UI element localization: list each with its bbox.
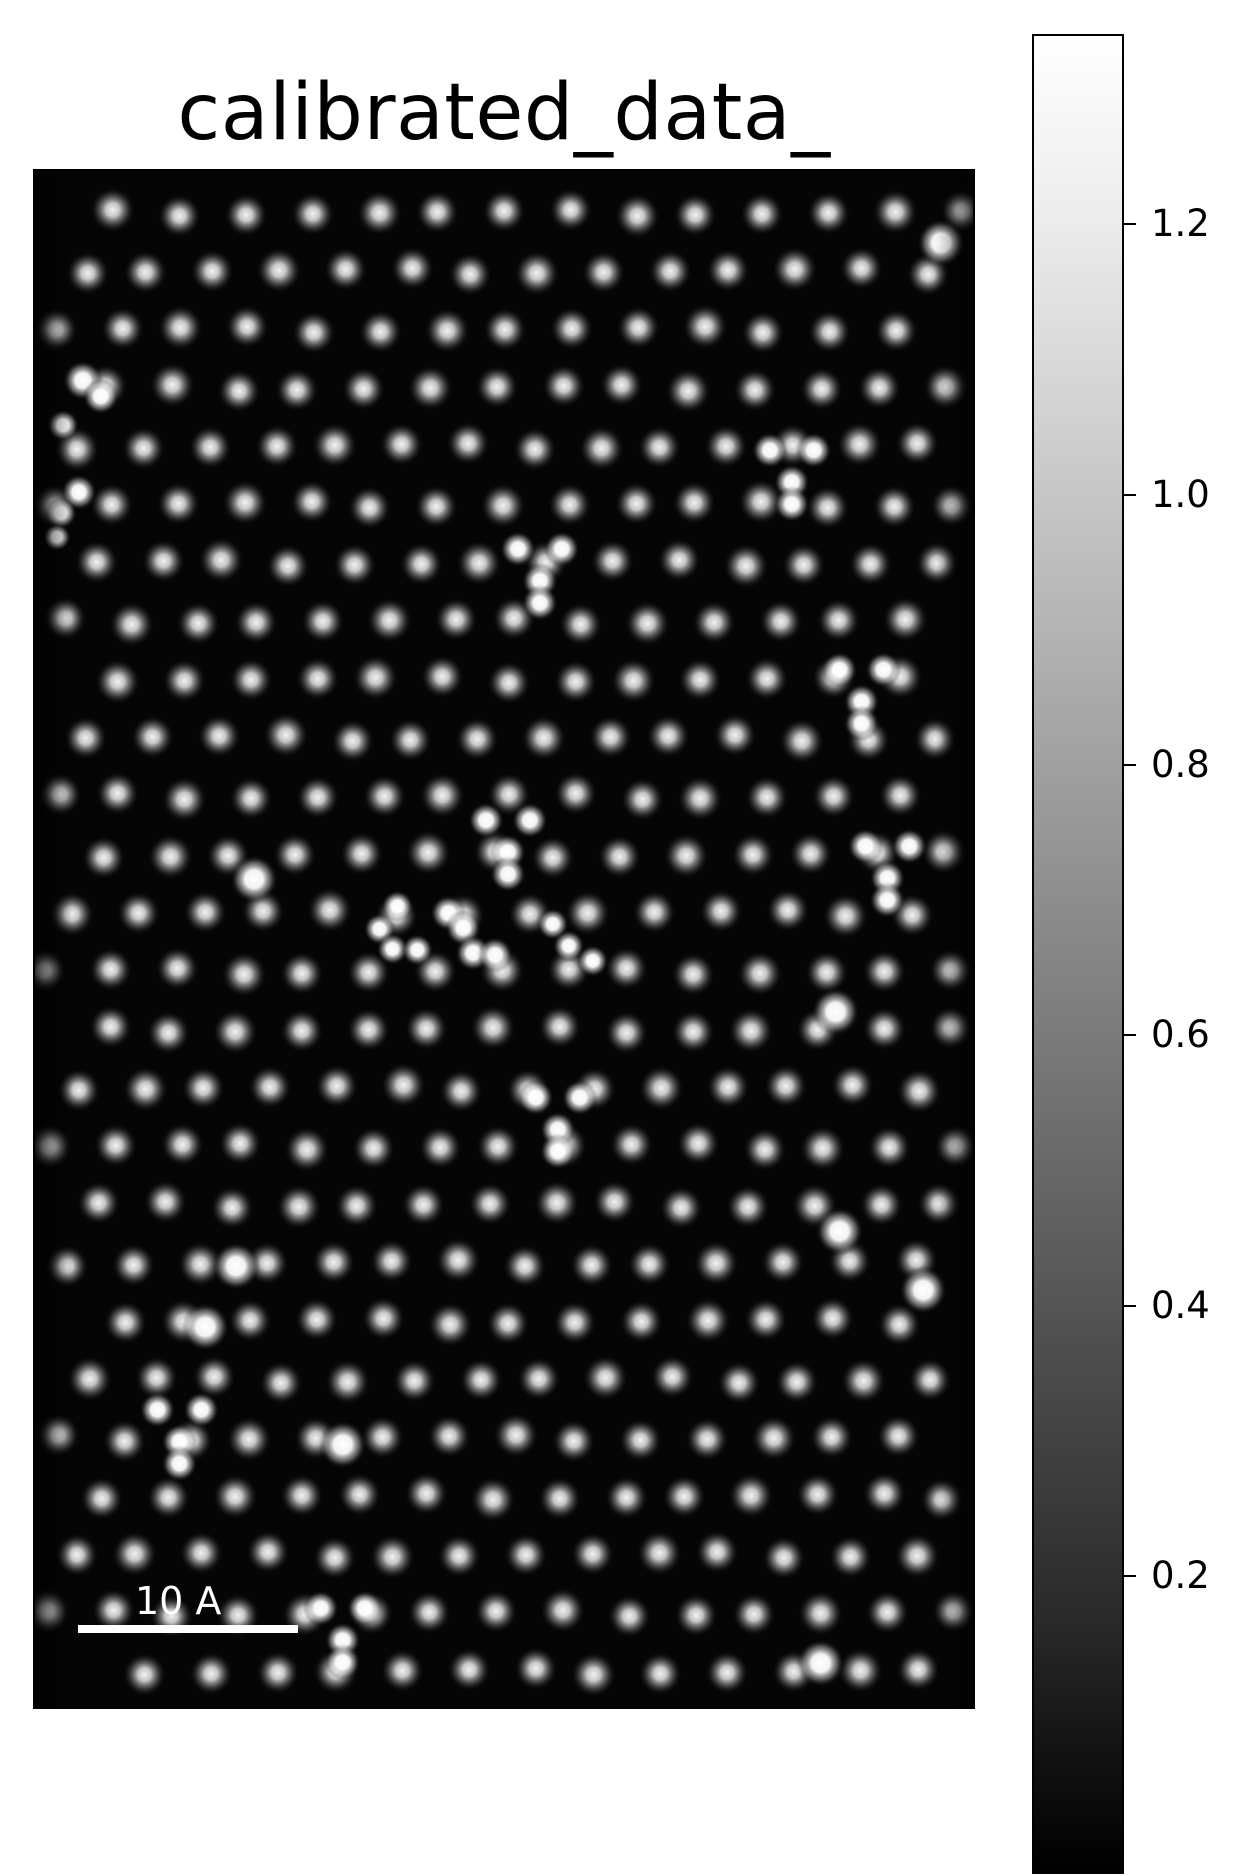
colorbar-tick-0-8: [1124, 764, 1136, 766]
colorbar-tick-1-2: [1124, 223, 1136, 225]
colorbar-tick-label-0-6: 0.6: [1151, 1013, 1210, 1056]
colorbar-tick-label-0-8: 0.8: [1151, 743, 1210, 786]
colorbar-tick-label-0-4: 0.4: [1151, 1284, 1210, 1327]
figure-title: calibrated_data_: [177, 68, 831, 158]
colorbar-tick-0-6: [1124, 1034, 1136, 1036]
colorbar-tick-label-0-2: 0.2: [1151, 1554, 1210, 1597]
colorbar-tick-label-1-2: 1.2: [1151, 202, 1210, 245]
atomic-lattice-image: [33, 169, 975, 1709]
scale-bar: [78, 1625, 298, 1633]
colorbar-tick-label-1-0: 1.0: [1151, 473, 1210, 516]
colorbar-tick-0-4: [1124, 1305, 1136, 1307]
scale-bar-label: 10 A: [135, 1579, 222, 1623]
lattice-svg: [35, 171, 973, 1707]
colorbar-tick-1-0: [1124, 494, 1136, 496]
colorbar: [1032, 34, 1124, 1874]
colorbar-tick-0-2: [1124, 1575, 1136, 1577]
